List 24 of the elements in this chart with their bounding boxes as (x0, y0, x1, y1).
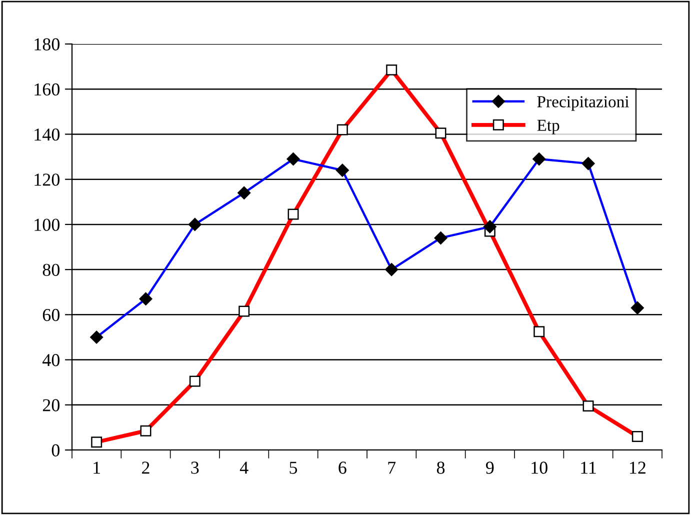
x-tick-label: 2 (142, 462, 150, 474)
x-tick-label: 8 (436, 462, 445, 474)
y-tick-label: 160 (34, 83, 60, 96)
legend-label: Precipitazioni (537, 96, 629, 111)
x-tick-label: 7 (388, 462, 396, 474)
y-tick-label: 140 (34, 128, 60, 141)
y-tick-label: 0 (52, 444, 60, 456)
x-tick-label: 12 (630, 462, 646, 474)
y-tick-label: 60 (42, 308, 60, 322)
y-tick-label: 100 (34, 218, 60, 231)
y-tick-label: 80 (42, 264, 60, 276)
y-tick-label: 180 (34, 38, 60, 50)
legend-label: Etp (537, 120, 560, 134)
x-tick-label: 5 (290, 462, 298, 474)
x-tick-label: 11 (581, 462, 596, 474)
x-tick-label: 10 (532, 462, 548, 474)
y-tick-label: 40 (42, 354, 60, 366)
x-tick-label: 3 (191, 462, 199, 474)
x-tick-label: 6 (338, 462, 346, 474)
x-tick-label: 9 (486, 462, 494, 474)
x-tick-label: 1 (94, 462, 100, 474)
y-tick-label: 120 (34, 174, 60, 186)
x-tick-label: 4 (240, 462, 248, 474)
y-tick-label: 20 (42, 399, 60, 412)
